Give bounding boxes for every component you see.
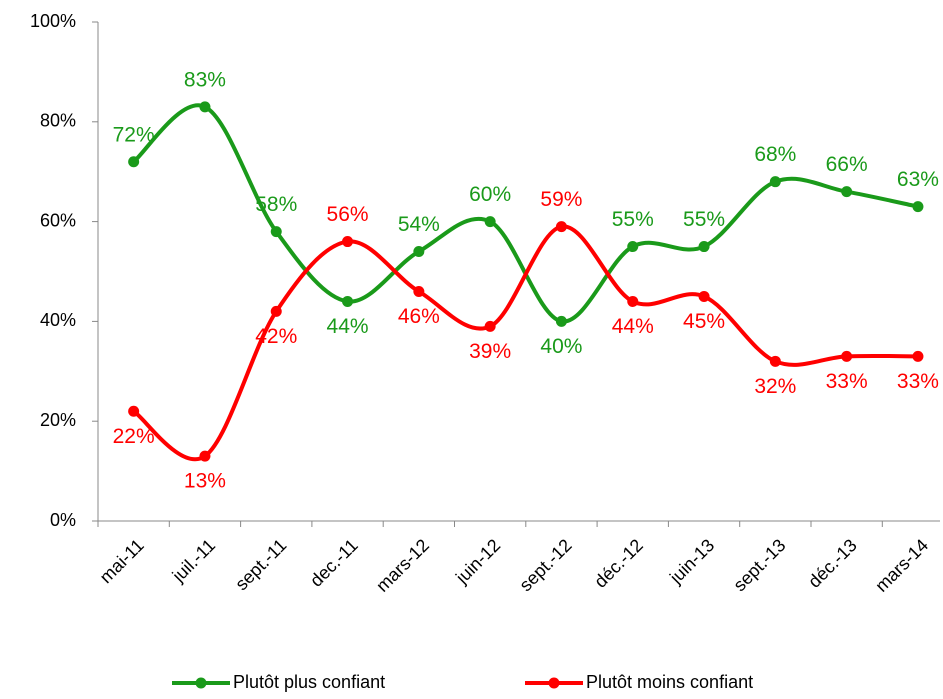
data-label: 55% xyxy=(612,208,654,231)
data-point xyxy=(128,156,140,168)
data-point xyxy=(698,290,710,302)
data-point xyxy=(555,221,567,233)
data-point xyxy=(484,216,496,228)
x-tick-label: juin-12 xyxy=(451,535,504,588)
data-label: 13% xyxy=(184,470,226,493)
data-label: 45% xyxy=(683,310,725,333)
y-tick-label: 60% xyxy=(40,210,76,230)
data-point xyxy=(555,315,567,327)
data-point xyxy=(128,405,140,417)
x-tick-label: dec.-11 xyxy=(306,535,362,591)
data-label: 42% xyxy=(255,325,297,348)
y-tick-label: 80% xyxy=(40,111,76,131)
y-tick-label: 0% xyxy=(50,510,76,530)
x-tick-label: juil.-11 xyxy=(168,535,219,586)
data-point xyxy=(342,295,354,307)
x-tick-label: mars-14 xyxy=(871,535,932,596)
x-tick-label: sept.-12 xyxy=(516,535,576,595)
data-label: 58% xyxy=(255,193,297,216)
data-label: 44% xyxy=(612,315,654,338)
data-label: 40% xyxy=(540,335,582,358)
data-point xyxy=(627,241,639,253)
data-point xyxy=(769,355,781,367)
data-label: 83% xyxy=(184,68,226,91)
data-point xyxy=(912,201,924,213)
data-point xyxy=(841,350,853,362)
series-line xyxy=(132,224,918,462)
y-tick-label: 40% xyxy=(40,310,76,330)
data-label: 55% xyxy=(683,208,725,231)
x-tick-label: déc.-12 xyxy=(590,535,647,592)
data-label: 56% xyxy=(327,203,369,226)
data-label: 33% xyxy=(826,370,868,393)
y-tick-label: 100% xyxy=(30,11,76,31)
legend-label: Plutôt moins confiant xyxy=(586,672,753,692)
x-tick-label: mai-11 xyxy=(96,535,148,587)
data-label: 46% xyxy=(398,305,440,328)
data-label: 39% xyxy=(469,340,511,363)
y-tick-label: 20% xyxy=(40,410,76,430)
data-point xyxy=(841,186,853,198)
data-point xyxy=(627,295,639,307)
x-tick-label: sept.-13 xyxy=(729,535,789,595)
legend-marker xyxy=(548,677,560,689)
series-line xyxy=(132,103,919,324)
data-label: 44% xyxy=(327,315,369,338)
x-tick-label: juin-13 xyxy=(665,535,718,588)
data-point xyxy=(199,101,211,113)
data-point xyxy=(769,176,781,188)
data-point xyxy=(413,285,425,297)
data-point xyxy=(270,305,282,317)
x-tick-label: mars-12 xyxy=(372,535,433,596)
data-label: 68% xyxy=(754,143,796,166)
data-label: 60% xyxy=(469,183,511,206)
data-label: 54% xyxy=(398,213,440,236)
data-point xyxy=(912,350,924,362)
data-point xyxy=(484,320,496,332)
data-label: 63% xyxy=(897,168,939,191)
data-point xyxy=(342,236,354,248)
legend-marker xyxy=(195,677,207,689)
data-label: 22% xyxy=(113,425,155,448)
data-point xyxy=(199,450,211,462)
data-point xyxy=(270,226,282,238)
x-tick-label: déc.-13 xyxy=(804,535,861,592)
data-point xyxy=(698,241,710,253)
data-label: 66% xyxy=(826,153,868,176)
data-label: 59% xyxy=(540,188,582,211)
legend-label: Plutôt plus confiant xyxy=(233,672,385,692)
data-point xyxy=(413,246,425,258)
data-label: 72% xyxy=(113,123,155,146)
data-label: 33% xyxy=(897,370,939,393)
data-label: 32% xyxy=(754,375,796,398)
x-tick-label: sept.-11 xyxy=(231,535,290,594)
